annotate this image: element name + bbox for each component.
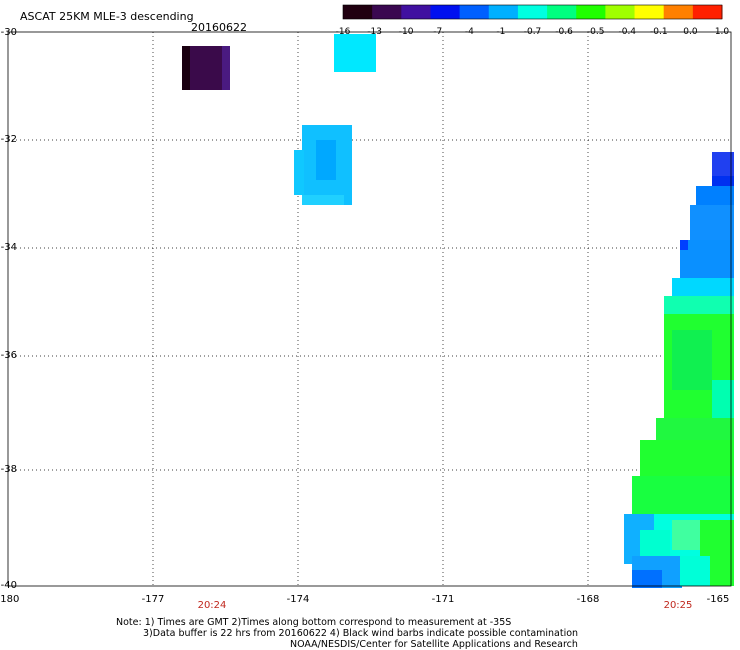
wind-cell: [222, 46, 230, 90]
colorbar-tick-label: -10: [398, 27, 414, 37]
colorbar-tick-label: -7: [433, 27, 443, 37]
graticule: [8, 32, 731, 586]
wind-cell: [640, 440, 734, 480]
colorbar-segment: [692, 5, 723, 19]
lat-label: -32: [0, 134, 17, 145]
colorbar-segment: [488, 5, 519, 19]
footer-note-1: Note: 1) Times are GMT 2)Times along bot…: [116, 617, 512, 628]
wind-cell: [632, 570, 662, 588]
colorbar-segment: [372, 5, 402, 19]
colorbar-tick-label: -13: [367, 27, 382, 37]
wind-cell: [302, 195, 344, 205]
colorbar-segment: [459, 5, 490, 19]
colorbar-segment: [430, 5, 461, 19]
chart-title: ASCAT 25KM MLE-3 descending: [20, 10, 194, 23]
wind-cells: [182, 34, 734, 588]
wind-cell: [334, 34, 376, 72]
wind-cell: [712, 152, 734, 180]
lon-label: -171: [431, 594, 455, 605]
colorbar-segment: [547, 5, 577, 19]
colorbar-tick-label: -0.1: [650, 27, 668, 37]
colorbar-tick-label: 0.0: [683, 27, 698, 37]
colorbar-tick-label: -1: [496, 27, 506, 37]
lat-label: -36: [0, 350, 17, 361]
colorbar: [342, 4, 723, 20]
colorbar-tick-label: -16: [335, 27, 351, 37]
map-frame: [7, 31, 732, 587]
wind-cell: [294, 150, 304, 195]
wind-cell: [672, 520, 702, 550]
footer-credit: NOAA/NESDIS/Center for Satellite Applica…: [290, 639, 578, 650]
colorbar-tick-label: -0.5: [586, 27, 605, 37]
lat-label: -34: [0, 242, 17, 253]
colorbar-segment: [605, 5, 636, 19]
wind-cell: [672, 278, 734, 298]
colorbar-segment: [401, 5, 431, 19]
colorbar-tick-label: -0.4: [618, 27, 637, 37]
wind-cell: [680, 240, 734, 280]
footer-note-2: 3)Data buffer is 22 hrs from 20160622 4)…: [143, 628, 579, 639]
lon-label: -177: [141, 594, 165, 605]
colorbar-segment: [343, 5, 373, 19]
wind-cell: [672, 330, 712, 390]
lat-label: -38: [0, 464, 17, 475]
wind-cell: [680, 240, 688, 250]
colorbar-tick-label: 1.0: [714, 27, 730, 37]
wind-cell: [316, 140, 336, 180]
chart-date: 20160622: [191, 21, 247, 34]
wind-cell: [664, 296, 734, 316]
wind-cell: [640, 530, 670, 560]
colorbar-segment: [576, 5, 606, 19]
wind-cell: [182, 46, 190, 90]
wind-cell: [680, 556, 710, 586]
wind-cell: [632, 476, 734, 516]
colorbar-tick-label: -0.7: [523, 27, 542, 37]
wind-cell: [690, 205, 734, 245]
time-label: 20:24: [197, 600, 227, 611]
colorbar-tick-label: -4: [464, 27, 474, 37]
colorbar-segment: [663, 5, 694, 19]
colorbar-segment: [634, 5, 665, 19]
wind-cell: [712, 176, 734, 186]
lon-label: -165: [706, 594, 730, 605]
lon-label: -180: [0, 594, 20, 605]
lat-label: -30: [0, 27, 17, 38]
lat-label: -40: [0, 580, 17, 591]
time-label: 20:25: [663, 600, 693, 611]
colorbar-tick-label: -0.6: [555, 27, 573, 37]
lon-label: -174: [286, 594, 310, 605]
lon-label: -168: [576, 594, 600, 605]
colorbar-segment: [517, 5, 548, 19]
